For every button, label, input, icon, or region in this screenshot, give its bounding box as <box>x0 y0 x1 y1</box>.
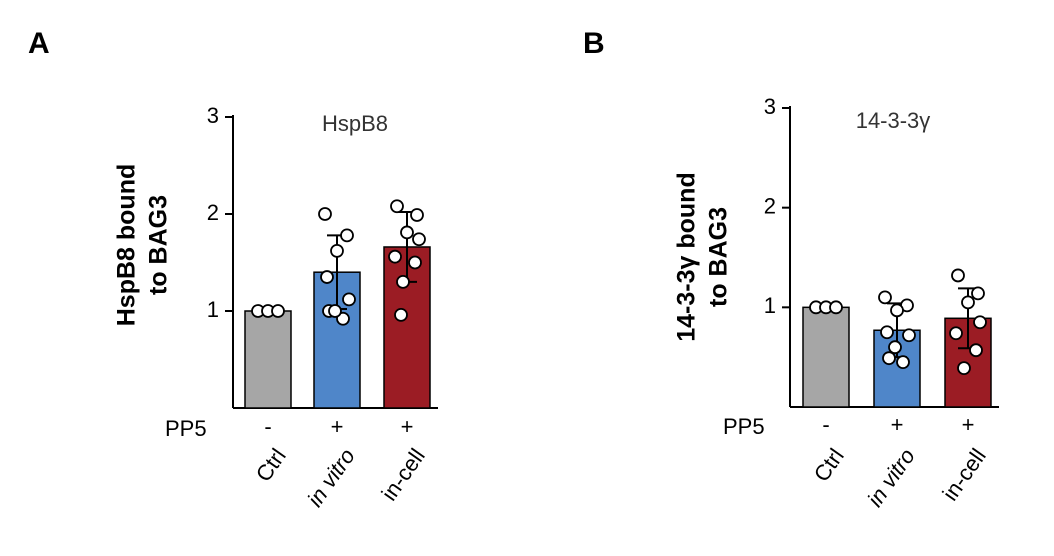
data-point <box>390 199 404 214</box>
row-mark: - <box>264 414 271 439</box>
panel-label: A <box>28 27 50 60</box>
data-point <box>388 249 402 264</box>
y-axis-label: 14-3-3γ bound <box>673 172 701 341</box>
y-axis-label: HspB8 bound <box>113 164 141 327</box>
data-point <box>957 361 971 376</box>
bar <box>244 310 292 409</box>
data-point <box>829 300 843 315</box>
row-mark: + <box>331 414 344 439</box>
x-tick-label: Ctrl <box>251 444 291 486</box>
y-tick-label: 2 <box>207 200 219 225</box>
data-point <box>328 304 342 318</box>
x-tick-label: in-cell <box>937 444 990 505</box>
data-point <box>949 326 963 341</box>
y-tick-label: 2 <box>764 193 776 218</box>
chart-title: HspB8 <box>322 111 388 136</box>
data-point <box>890 303 904 318</box>
row-mark: - <box>822 412 829 437</box>
data-point <box>880 325 894 340</box>
data-point <box>973 315 987 330</box>
y-tick-label: 3 <box>207 103 219 128</box>
x-tick-label: in vitro <box>862 444 920 511</box>
x-tick-label: in vitro <box>302 444 360 511</box>
data-point <box>408 255 422 270</box>
bar <box>802 306 850 408</box>
data-point <box>394 307 408 322</box>
y-axis-label: to BAG3 <box>145 195 173 295</box>
y-tick-label: 1 <box>764 293 776 318</box>
row-label: PP5 <box>165 416 207 441</box>
y-tick-label: 3 <box>764 94 776 119</box>
y-tick-label: 1 <box>207 297 219 322</box>
data-point <box>971 286 985 301</box>
data-point <box>412 232 426 247</box>
data-point <box>318 207 332 221</box>
data-point <box>882 351 896 366</box>
data-point <box>320 270 334 284</box>
data-point <box>336 311 350 326</box>
data-point <box>896 355 910 370</box>
data-point <box>961 295 975 310</box>
data-point <box>271 304 285 318</box>
data-point <box>902 328 916 343</box>
row-mark: + <box>401 414 414 439</box>
row-label: PP5 <box>723 414 765 439</box>
data-point <box>330 243 344 258</box>
data-point <box>951 268 965 283</box>
panel-label: B <box>583 27 605 60</box>
data-point <box>340 228 354 243</box>
data-point <box>400 225 414 240</box>
chart-title: 14-3-3γ <box>856 108 931 133</box>
x-tick-label: Ctrl <box>809 444 849 486</box>
x-tick-label: in-cell <box>376 444 429 505</box>
data-point <box>878 290 892 305</box>
row-mark: + <box>962 412 975 437</box>
data-point <box>342 292 356 307</box>
data-point <box>396 274 410 289</box>
row-mark: + <box>891 412 904 437</box>
y-axis-label: to BAG3 <box>705 207 733 307</box>
data-point <box>410 208 424 222</box>
data-point <box>888 340 902 355</box>
data-point <box>969 343 983 358</box>
